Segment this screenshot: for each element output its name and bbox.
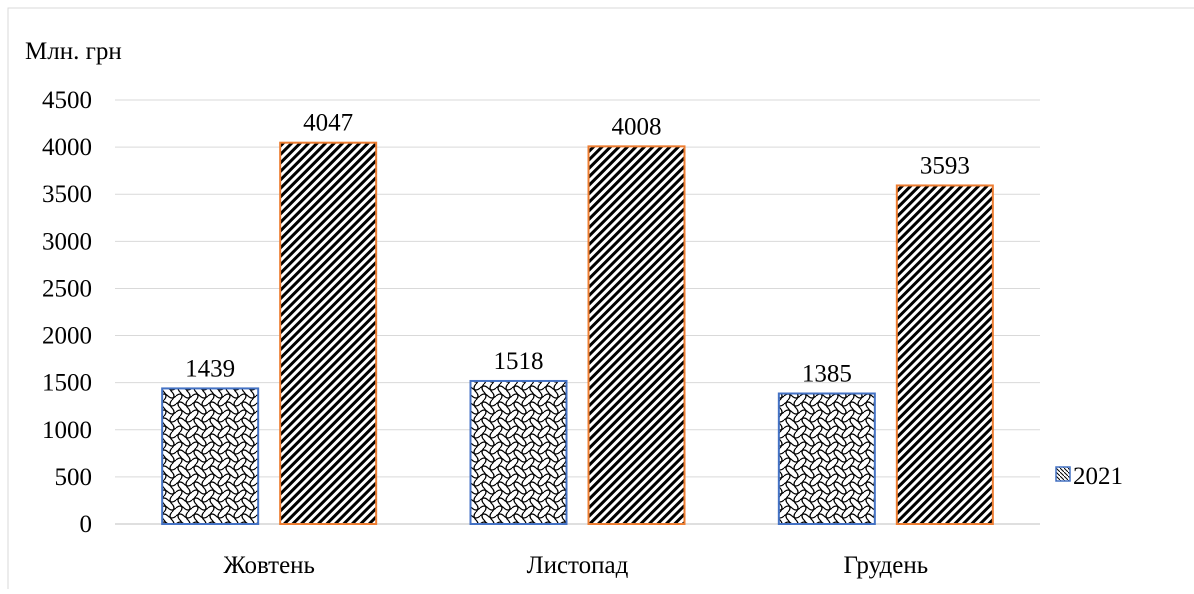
bar	[469, 379, 568, 525]
y-tick-label: 500	[55, 464, 93, 491]
data-label: 3593	[920, 152, 970, 179]
bar	[895, 184, 994, 525]
y-axis-title: Млн. грн	[25, 38, 122, 65]
legend: 2021	[1055, 463, 1123, 490]
x-axis-tick-labels: Жовтень Листопад Грудень	[223, 552, 928, 579]
bars	[161, 141, 994, 525]
data-label: 4047	[303, 110, 353, 137]
y-tick-label: 2000	[42, 323, 92, 350]
y-tick-label: 4000	[42, 134, 92, 161]
y-tick-label: 4500	[42, 87, 92, 114]
y-tick-label: 3500	[42, 181, 92, 208]
y-tick-label: 0	[80, 511, 93, 538]
y-axis-tick-labels: 0 500 1000 1500 2000 2500 3000 3500 4000 4500	[42, 87, 92, 538]
x-tick-label: Листопад	[527, 552, 629, 579]
data-label: 1439	[185, 355, 235, 382]
bar	[161, 387, 260, 525]
legend-label-2021: 2021	[1073, 463, 1123, 490]
data-labels: 1439 4047 1518 4008 1385 3593	[185, 110, 970, 388]
bar	[279, 141, 378, 525]
chart-border	[7, 7, 1194, 594]
y-tick-label: 1000	[42, 417, 92, 444]
y-tick-label: 2500	[42, 275, 92, 302]
bar	[587, 145, 686, 525]
x-tick-label: Грудень	[844, 552, 929, 579]
x-tick-label: Жовтень	[223, 552, 315, 579]
gridlines	[115, 99, 1040, 525]
y-tick-label: 1500	[42, 370, 92, 397]
data-label: 1385	[802, 361, 852, 388]
data-label: 1518	[494, 348, 544, 375]
data-label: 4008	[612, 113, 662, 140]
legend-swatch-2021	[1055, 466, 1071, 482]
bar	[777, 392, 876, 525]
y-tick-label: 3000	[42, 228, 92, 255]
